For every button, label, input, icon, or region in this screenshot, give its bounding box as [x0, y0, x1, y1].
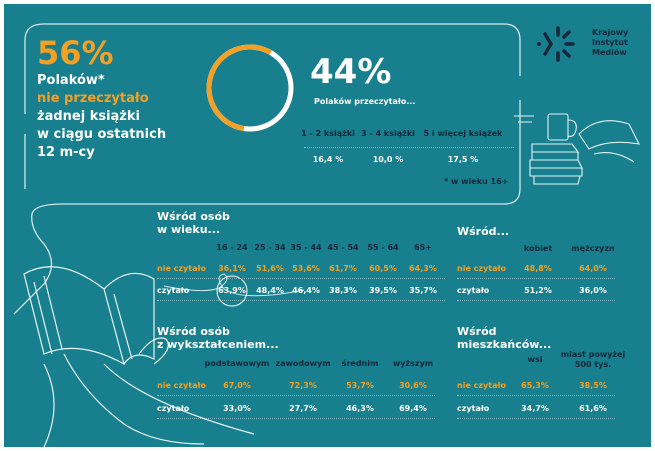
headline-line4: w ciągu ostatnich	[37, 127, 167, 142]
row-divider	[157, 418, 435, 419]
education-header: podstawowym	[204, 359, 270, 368]
headline-line3: żadnej książki	[37, 109, 140, 124]
age-header: 25 - 34	[254, 243, 286, 252]
infographic: 56% Polaków* nie przeczytało żadnej ksią…	[4, 4, 651, 447]
headline-percent: 56%	[37, 34, 114, 72]
row-divider	[157, 300, 445, 301]
age-header: 45 - 54	[327, 243, 359, 252]
age-title: Wśród osób w wieku...	[157, 210, 230, 236]
education-not-read-value: 72,3%	[289, 381, 317, 390]
residence-header-village: wsi	[527, 355, 543, 364]
age-read-value: 39,5%	[369, 286, 397, 295]
residence-not-read-value: 65,3%	[521, 381, 549, 390]
kim-logo-icon	[537, 26, 575, 62]
read-header-3: 5 i więcej książek	[423, 129, 503, 138]
read-percent: 44%	[310, 52, 392, 92]
age-not-read-value: 53,6%	[292, 264, 320, 273]
row-label-not-read: nie czytało	[157, 264, 206, 273]
footnote: * w wieku 16+	[444, 177, 509, 186]
education-not-read-value: 30,6%	[399, 381, 427, 390]
residence-read-value: 34,7%	[521, 404, 549, 413]
highlight-circle	[216, 275, 248, 307]
age-read-value: 38,3%	[329, 286, 357, 295]
gender-read-value: 36,0%	[579, 286, 607, 295]
donut-not-read-arc	[206, 44, 294, 132]
gender-read-value: 51,2%	[524, 286, 552, 295]
education-not-read-value: 53,7%	[346, 381, 374, 390]
read-header-2: 3 - 4 książki	[361, 129, 415, 138]
read-header-1: 1 - 2 książki	[301, 129, 355, 138]
gender-not-read-value: 64,0%	[579, 264, 607, 273]
row-label-read: czytało	[457, 286, 490, 295]
row-divider	[457, 395, 615, 396]
residence-header-city: miast powyżej 500 tys.	[560, 350, 626, 369]
education-header: średnim	[341, 359, 379, 368]
residence-not-read-value: 38,5%	[579, 381, 607, 390]
row-label-read: czytało	[157, 286, 190, 295]
row-label-read: czytało	[457, 404, 490, 413]
headline-line5: 12 m-cy	[37, 145, 95, 160]
age-not-read-value: 51,6%	[256, 264, 284, 273]
row-label-not-read: nie czytało	[157, 381, 206, 390]
headline-line1: Polaków*	[37, 73, 105, 88]
donut-chart	[206, 44, 294, 132]
logo-text: Krajowy Instytut Mediów	[592, 28, 629, 57]
age-not-read-value: 61,7%	[329, 264, 357, 273]
row-divider	[457, 418, 615, 419]
age-header: 16 - 24	[216, 243, 248, 252]
read-value-1: 16,4 %	[312, 155, 344, 164]
residence-read-value: 61,6%	[579, 404, 607, 413]
age-read-value: 48,4%	[256, 286, 284, 295]
headline-line2: nie przeczytało	[37, 91, 149, 106]
age-read-value: 63,9%	[218, 286, 246, 295]
education-header: wyższym	[392, 359, 434, 368]
read-subtitle: Polaków przeczytało...	[314, 97, 416, 106]
education-header: zawodowym	[275, 359, 331, 368]
row-divider	[157, 395, 435, 396]
age-header: 55 - 64	[367, 243, 399, 252]
books-mug-illustration	[514, 113, 640, 185]
read-value-2: 10,0 %	[372, 155, 404, 164]
row-divider	[457, 300, 615, 301]
read-value-3: 17,5 %	[447, 155, 479, 164]
frame-outline	[13, 23, 640, 447]
row-label-not-read: nie czytało	[457, 264, 506, 273]
row-divider	[157, 278, 445, 279]
age-not-read-value: 64,3%	[409, 264, 437, 273]
education-read-value: 69,4%	[399, 404, 427, 413]
education-read-value: 27,7%	[289, 404, 317, 413]
row-label-not-read: nie czytało	[457, 381, 506, 390]
gender-header: mężczyzn	[571, 244, 615, 253]
education-read-value: 46,3%	[346, 404, 374, 413]
education-not-read-value: 67,0%	[223, 381, 251, 390]
age-header: 65+	[414, 243, 432, 252]
age-read-value: 46,4%	[292, 286, 320, 295]
education-read-value: 33,0%	[223, 404, 251, 413]
gender-title: Wśród...	[457, 225, 510, 238]
age-read-value: 35,7%	[409, 286, 437, 295]
row-divider	[457, 278, 615, 279]
residence-title: Wśród mieszkańców...	[457, 325, 552, 351]
age-not-read-value: 36,1%	[218, 264, 246, 273]
row-label-read: czytało	[157, 404, 190, 413]
gender-not-read-value: 48,8%	[524, 264, 552, 273]
gender-header: kobiet	[523, 244, 553, 253]
reader-illustration	[23, 266, 255, 447]
age-header: 35 - 44	[290, 243, 322, 252]
age-not-read-value: 60,5%	[369, 264, 397, 273]
education-title: Wśród osób z wykształceniem...	[157, 325, 279, 351]
